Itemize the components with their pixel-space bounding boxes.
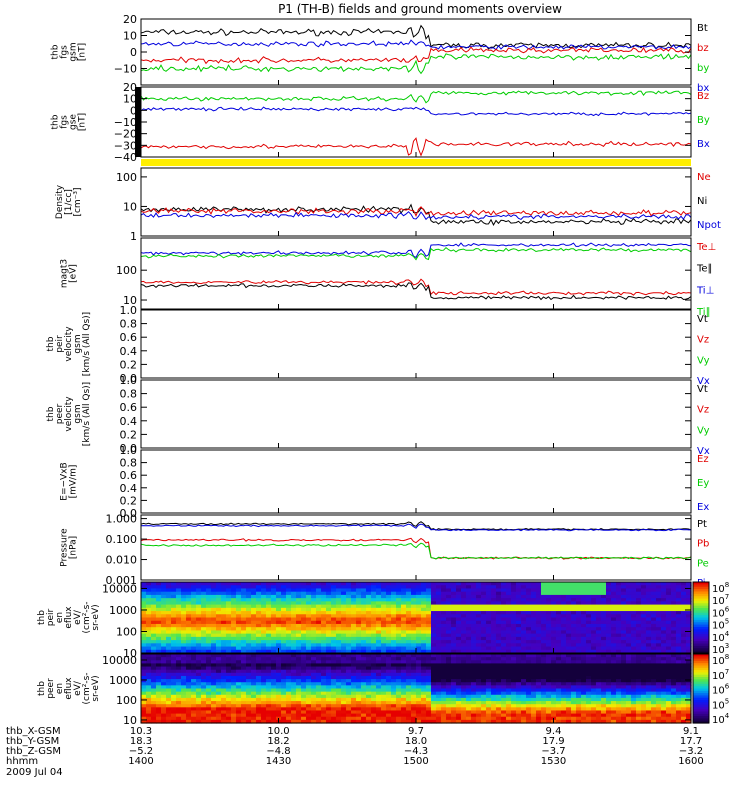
y-axis-label-line: [nT]	[78, 113, 88, 131]
panel-frame	[141, 380, 691, 448]
y-tick-label: 1.0	[120, 374, 138, 387]
y-tick-label: 0.6	[120, 469, 138, 482]
y-tick-label: 1.000	[106, 513, 138, 526]
y-tick-label: 100	[116, 625, 137, 638]
series-Pb	[141, 538, 691, 559]
y-axis-label-line: [mV/m]	[69, 465, 79, 499]
y-tick-label: 0.6	[120, 331, 138, 344]
y-tick-label: 0.6	[120, 401, 138, 414]
y-tick-label: 0.4	[120, 482, 138, 495]
legend-label: By	[697, 115, 710, 126]
y-axis-label-line: [nT]	[78, 43, 88, 61]
y-tick-label: 0.8	[120, 457, 138, 470]
y-tick-label: 1	[130, 230, 137, 243]
y-tick-label: 1000	[109, 604, 137, 617]
y-tick-label: 0.100	[106, 533, 138, 546]
legend-label: Bt	[697, 23, 708, 34]
y-tick-label: −40	[114, 151, 137, 164]
y-tick-label: 0.2	[120, 358, 138, 371]
y-tick-label: 0.4	[120, 415, 138, 428]
legend-label: Bz	[697, 91, 709, 102]
y-tick-label: 20	[123, 13, 137, 26]
legend-label: Pt	[697, 519, 707, 530]
y-axis-label: Pressure[nPa]	[60, 528, 79, 567]
legend-label: Vy	[697, 355, 710, 366]
y-axis-label: Density[1/cc][cm⁻³]	[55, 184, 83, 219]
legend-label: Vz	[697, 405, 709, 416]
series-Te⊥	[141, 279, 691, 295]
y-axis-label-line: [nPa]	[69, 536, 79, 559]
y-tick-label: 0.2	[120, 494, 138, 507]
series-bx	[141, 40, 691, 50]
series-Bx	[141, 107, 691, 115]
y-tick-label: 0.010	[106, 554, 138, 567]
y-axis-label-line: sr-eV)	[91, 604, 101, 630]
panel-pressure: 1.0000.1000.0100.001Pressure[nPa]PtPbPeP…	[60, 513, 710, 589]
legend-label: Te⊥	[696, 242, 716, 253]
series-Ti⊥	[141, 243, 691, 257]
bar-separator	[141, 159, 691, 166]
legend-label: Ey	[697, 478, 709, 489]
y-axis-label: magt3[eV]	[60, 259, 79, 288]
legend-label: Ni	[697, 196, 707, 207]
y-tick-label: 1.0	[120, 444, 138, 457]
legend-label: Bx	[697, 139, 710, 150]
y-axis-label-line: [km/s (All Qs)]	[82, 312, 92, 376]
y-tick-label: 0.8	[120, 388, 138, 401]
panel-frame	[141, 19, 691, 85]
legend-label: Ne	[697, 172, 711, 183]
y-axis-label-line: [eV]	[69, 264, 79, 283]
panel-frame	[141, 168, 691, 236]
y-tick-label: 10	[123, 30, 137, 43]
y-axis-label-line: [cm⁻³]	[73, 187, 83, 216]
y-tick-label: 100	[116, 171, 137, 184]
y-tick-label: 10000	[102, 582, 137, 595]
y-tick-label: 0.8	[120, 318, 138, 331]
legend-label: Pb	[697, 539, 709, 550]
y-tick-label: 10	[123, 200, 137, 213]
y-tick-label: 100	[116, 264, 137, 277]
chart-title: P1 (TH-B) fields and ground moments over…	[278, 2, 562, 16]
legend-label: Vt	[697, 314, 708, 325]
legend-label: Vy	[697, 425, 710, 436]
y-tick-label: −10	[114, 63, 137, 76]
panel-density: 100 10 1 Density[1/cc][cm⁻³] Ne Ni Npot	[55, 168, 721, 243]
legend-label: Ez	[697, 454, 709, 465]
y-tick-label: 0.2	[120, 428, 138, 441]
legend-label: Vz	[697, 335, 709, 346]
series-By	[141, 91, 691, 103]
y-axis-label: E=−VxB[mV/m]	[60, 462, 79, 500]
legend-label: Pe	[697, 558, 709, 569]
legend-label: by	[697, 63, 709, 74]
y-tick-label: 0.4	[120, 345, 138, 358]
legend-label: Ex	[697, 502, 709, 513]
panel-frame	[141, 450, 691, 513]
legend-label: Ti⊥	[696, 285, 714, 296]
y-tick-label: 1.0	[120, 304, 138, 317]
panel-frame	[141, 310, 691, 378]
series-Pe	[141, 543, 691, 559]
legend-label: bz	[697, 43, 709, 54]
y-tick-label: 0	[130, 46, 137, 59]
legend-label: Te∥	[696, 264, 713, 275]
legend-label: Vt	[697, 384, 708, 395]
legend-label: Npot	[697, 220, 721, 231]
y-axis-label-line: [km/s (All Qs)]	[82, 382, 92, 446]
